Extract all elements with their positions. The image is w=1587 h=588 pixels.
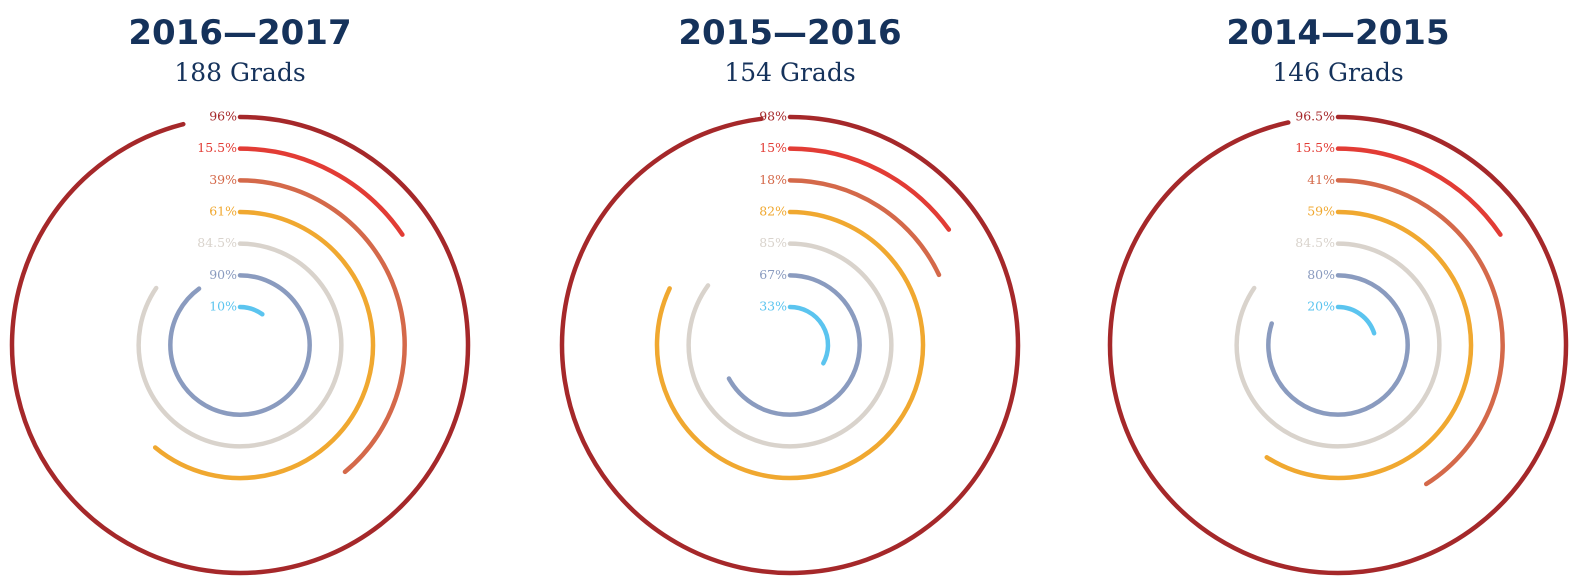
value-label: 59% [1307,204,1335,219]
value-label: 84.5% [1295,235,1335,250]
radial-chart: 2016—2017 188 Grads 96% 15.5% 39% 61% 84.5% 90%… [9,13,471,576]
ring-arc [9,114,471,576]
value-label: 15.5% [1295,140,1335,155]
chart-title: 2015—2016 [678,13,901,53]
value-label: 84.5% [197,235,237,250]
ring-arc [1335,146,1503,237]
value-label: 33% [759,299,787,314]
value-label: 18% [759,172,787,187]
chart-subtitle: 146 Grads [1272,58,1403,87]
ring-arc [1264,209,1474,481]
value-label: 98% [759,109,787,124]
value-label: 96.5% [1295,109,1335,124]
ring-arc [654,209,926,481]
ring-arc [686,241,894,449]
value-label: 10% [209,299,237,314]
ring-arc [1107,114,1569,576]
value-label: 15% [759,140,787,155]
ring-arc [237,178,407,475]
ring-arc [237,146,405,237]
chart-subtitle: 188 Grads [174,58,305,87]
value-label: 85% [759,235,787,250]
value-label: 20% [1307,299,1335,314]
value-label: 67% [759,267,787,282]
value-label: 41% [1307,172,1335,187]
ring-arc [152,209,376,481]
value-label: 39% [209,172,237,187]
radial-chart: 2014—2015 146 Grads 96.5% 15.5% 41% 59% 84.5% 8… [1107,13,1569,576]
value-label: 90% [209,267,237,282]
ring-arc [787,304,831,366]
radial-chart: 2015—2016 154 Grads 98% 15% 18% 82% 85% 67% 33% [559,13,1021,576]
value-label: 15.5% [197,140,237,155]
ring-arc [559,114,1021,576]
ring-arc [787,146,952,232]
ring-arc [136,241,344,449]
ring-arc [726,273,862,417]
ring-arc [1335,178,1505,487]
ring-arc [787,178,942,278]
chart-title: 2016—2017 [128,13,351,53]
value-label: 80% [1307,267,1335,282]
chart-title: 2014—2015 [1226,13,1449,53]
ring-arc [1266,273,1410,417]
ring-arc [168,273,312,417]
chart-subtitle: 154 Grads [724,58,855,87]
ring-arc [237,304,265,317]
value-label: 61% [209,204,237,219]
value-label: 96% [209,109,237,124]
ring-arc [1234,241,1442,449]
value-label: 82% [759,204,787,219]
ring-arc [1335,304,1377,336]
